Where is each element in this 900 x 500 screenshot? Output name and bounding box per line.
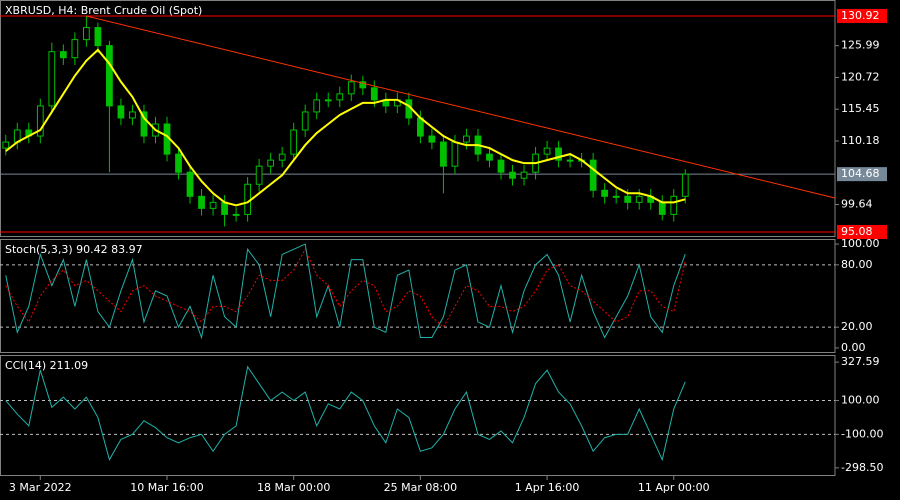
candle-body bbox=[543, 147, 551, 155]
candle-body bbox=[198, 195, 205, 209]
panel-title: Stoch(5,3,3) 90.42 83.97 bbox=[5, 243, 143, 256]
candle-body bbox=[359, 81, 367, 89]
candle-body bbox=[71, 39, 79, 59]
candle-body bbox=[658, 201, 666, 215]
candle-body bbox=[106, 45, 113, 107]
x-tick-label: 1 Apr 16:00 bbox=[515, 481, 580, 494]
y-tick-label: 99.64 bbox=[841, 198, 873, 211]
candle-body bbox=[463, 135, 470, 143]
panel-title: CCI(14) 211.09 bbox=[5, 359, 88, 372]
candle-body bbox=[509, 171, 516, 179]
indicator-line bbox=[5, 248, 686, 328]
y-tick-label: 100.00 bbox=[841, 394, 880, 407]
candle-body bbox=[555, 147, 562, 161]
x-tick-label: 10 Mar 16:00 bbox=[130, 481, 203, 494]
panel-title: XBRUSD, H4: Brent Crude Oil (Spot) bbox=[5, 4, 202, 17]
candle-body bbox=[670, 195, 678, 215]
candle-body bbox=[140, 111, 148, 137]
y-tick-label: 20.00 bbox=[841, 320, 873, 333]
candle-body bbox=[175, 153, 182, 173]
candle-body bbox=[336, 93, 344, 101]
y-tick-label: -100.00 bbox=[841, 427, 883, 440]
y-tick-label: 80.00 bbox=[841, 258, 873, 271]
indicator-line bbox=[5, 365, 686, 462]
moving-average bbox=[5, 48, 686, 207]
price-level-box bbox=[837, 8, 887, 23]
candle-body bbox=[267, 159, 275, 167]
trendline bbox=[86, 15, 836, 199]
candle-body bbox=[278, 153, 286, 161]
candle-body bbox=[589, 159, 597, 191]
candle-body bbox=[301, 111, 309, 131]
price-level-label: 104.68 bbox=[841, 167, 880, 180]
panel-border bbox=[0, 239, 836, 353]
panel-border bbox=[0, 0, 836, 237]
candle-body bbox=[313, 99, 321, 113]
candle-body bbox=[117, 105, 125, 119]
candle-body bbox=[290, 129, 298, 155]
candle-body bbox=[59, 51, 67, 59]
candle-body bbox=[451, 141, 459, 167]
candle-body bbox=[324, 99, 332, 102]
y-tick-label: 327.59 bbox=[841, 355, 880, 368]
candle-body bbox=[129, 111, 136, 119]
candle-body bbox=[36, 105, 44, 137]
panel-border bbox=[0, 355, 836, 476]
candle-body bbox=[83, 27, 90, 41]
candle-body bbox=[612, 195, 620, 198]
candle-body bbox=[232, 213, 240, 216]
candle-body bbox=[635, 195, 643, 203]
candle-body bbox=[244, 183, 251, 215]
x-tick-label: 18 Mar 00:00 bbox=[257, 481, 330, 494]
candle-body bbox=[486, 153, 493, 161]
candle-body bbox=[370, 87, 378, 101]
candle-body bbox=[255, 165, 263, 185]
candle-body bbox=[566, 159, 574, 162]
y-tick-label: 0.00 bbox=[841, 341, 866, 354]
y-tick-label: 100.00 bbox=[841, 237, 880, 250]
price-level-box bbox=[837, 167, 887, 182]
candle-body bbox=[497, 159, 505, 173]
candle-body bbox=[209, 201, 217, 209]
indicator-line bbox=[5, 243, 686, 340]
candle-body bbox=[681, 173, 689, 197]
y-tick-label: 125.99 bbox=[841, 39, 880, 52]
candle-body bbox=[440, 141, 447, 167]
candle-body bbox=[347, 81, 355, 95]
y-tick-label: 115.45 bbox=[841, 102, 880, 115]
candle-body bbox=[520, 171, 528, 179]
price-level-label: 130.92 bbox=[841, 9, 880, 22]
y-tick-label: 110.18 bbox=[841, 134, 880, 147]
candle-body bbox=[186, 171, 194, 197]
candle-body bbox=[601, 189, 609, 197]
candle-body bbox=[94, 27, 102, 47]
candle-body bbox=[624, 195, 632, 203]
price-level-box bbox=[837, 224, 887, 239]
x-tick-label: 11 Apr 00:00 bbox=[638, 481, 710, 494]
x-tick-label: 3 Mar 2022 bbox=[9, 481, 72, 494]
y-tick-label: -298.50 bbox=[841, 461, 883, 474]
y-tick-label: 120.72 bbox=[841, 70, 880, 83]
candle-body bbox=[48, 51, 56, 107]
candle-body bbox=[428, 135, 436, 143]
x-tick-label: 25 Mar 08:00 bbox=[384, 481, 457, 494]
price-level-label: 95.08 bbox=[841, 225, 873, 238]
candle-body bbox=[221, 201, 228, 215]
candle-body bbox=[2, 141, 10, 149]
